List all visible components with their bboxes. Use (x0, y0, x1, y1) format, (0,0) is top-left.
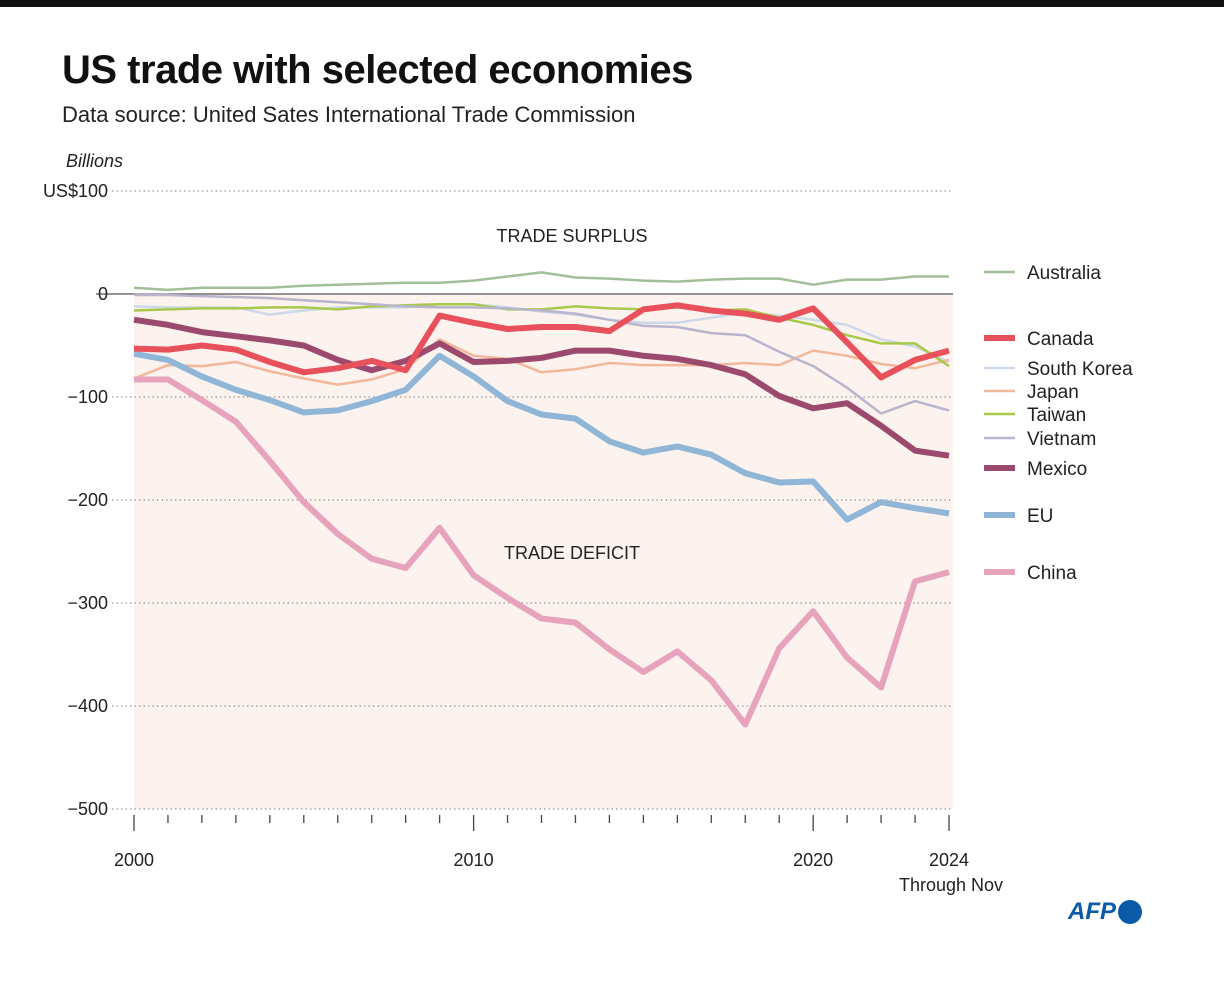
chart-title: US trade with selected economies (62, 48, 693, 92)
x-tick-label: 2010 (454, 850, 494, 870)
legend-label: Taiwan (1027, 405, 1086, 426)
chart-subtitle: Data source: United Sates International … (62, 102, 636, 127)
legend-item-mexico: Mexico (984, 459, 1087, 480)
y-tick-label: 0 (98, 284, 108, 304)
legend-label: Vietnam (1027, 429, 1096, 450)
y-tick-label: −300 (67, 593, 108, 613)
legend-label: Mexico (1027, 459, 1087, 480)
legend-label: EU (1027, 506, 1053, 527)
x-axis-note: Through Nov (899, 875, 1003, 895)
legend-item-australia: Australia (984, 263, 1101, 284)
y-tick-label: −500 (67, 799, 108, 819)
logo-text: AFP (1068, 898, 1116, 925)
x-tick-label: 2020 (793, 850, 833, 870)
legend-item-china: China (984, 563, 1077, 584)
legend-item-japan: Japan (984, 382, 1079, 403)
series-line-australia (133, 271, 949, 292)
series-line-vietnam (134, 293, 950, 415)
legend-item-eu: EU (984, 506, 1053, 527)
y-axis-label: Billions (66, 151, 123, 171)
top-bar (0, 0, 1224, 7)
legend-item-south-korea: South Korea (984, 359, 1133, 380)
legend-item-canada: Canada (984, 329, 1094, 350)
afp-logo: AFP (1068, 898, 1142, 926)
series-line-japan (133, 338, 950, 386)
y-tick-label: −200 (67, 490, 108, 510)
legend-label: China (1027, 563, 1077, 584)
legend-item-taiwan: Taiwan (984, 405, 1086, 426)
series-line-mexico (133, 316, 950, 459)
legend-label: Canada (1027, 329, 1094, 350)
logo-dot (1118, 900, 1142, 924)
legend-label: Australia (1027, 263, 1101, 284)
legend-label: South Korea (1027, 359, 1133, 380)
annotation-surplus: TRADE SURPLUS (496, 226, 647, 246)
y-tick-label: −400 (67, 696, 108, 716)
series-line-canada (133, 302, 950, 381)
legend-item-vietnam: Vietnam (984, 429, 1096, 450)
deficit-background (134, 294, 953, 809)
x-tick-label: 2024 (929, 850, 969, 870)
y-tick-label: US$100 (43, 181, 108, 201)
y-tick-label: −100 (67, 387, 108, 407)
legend-label: Japan (1027, 382, 1079, 403)
series-line-china (134, 376, 950, 728)
x-tick-label: 2000 (114, 850, 154, 870)
series-line-eu (133, 350, 950, 523)
annotation-deficit: TRADE DEFICIT (504, 543, 640, 563)
